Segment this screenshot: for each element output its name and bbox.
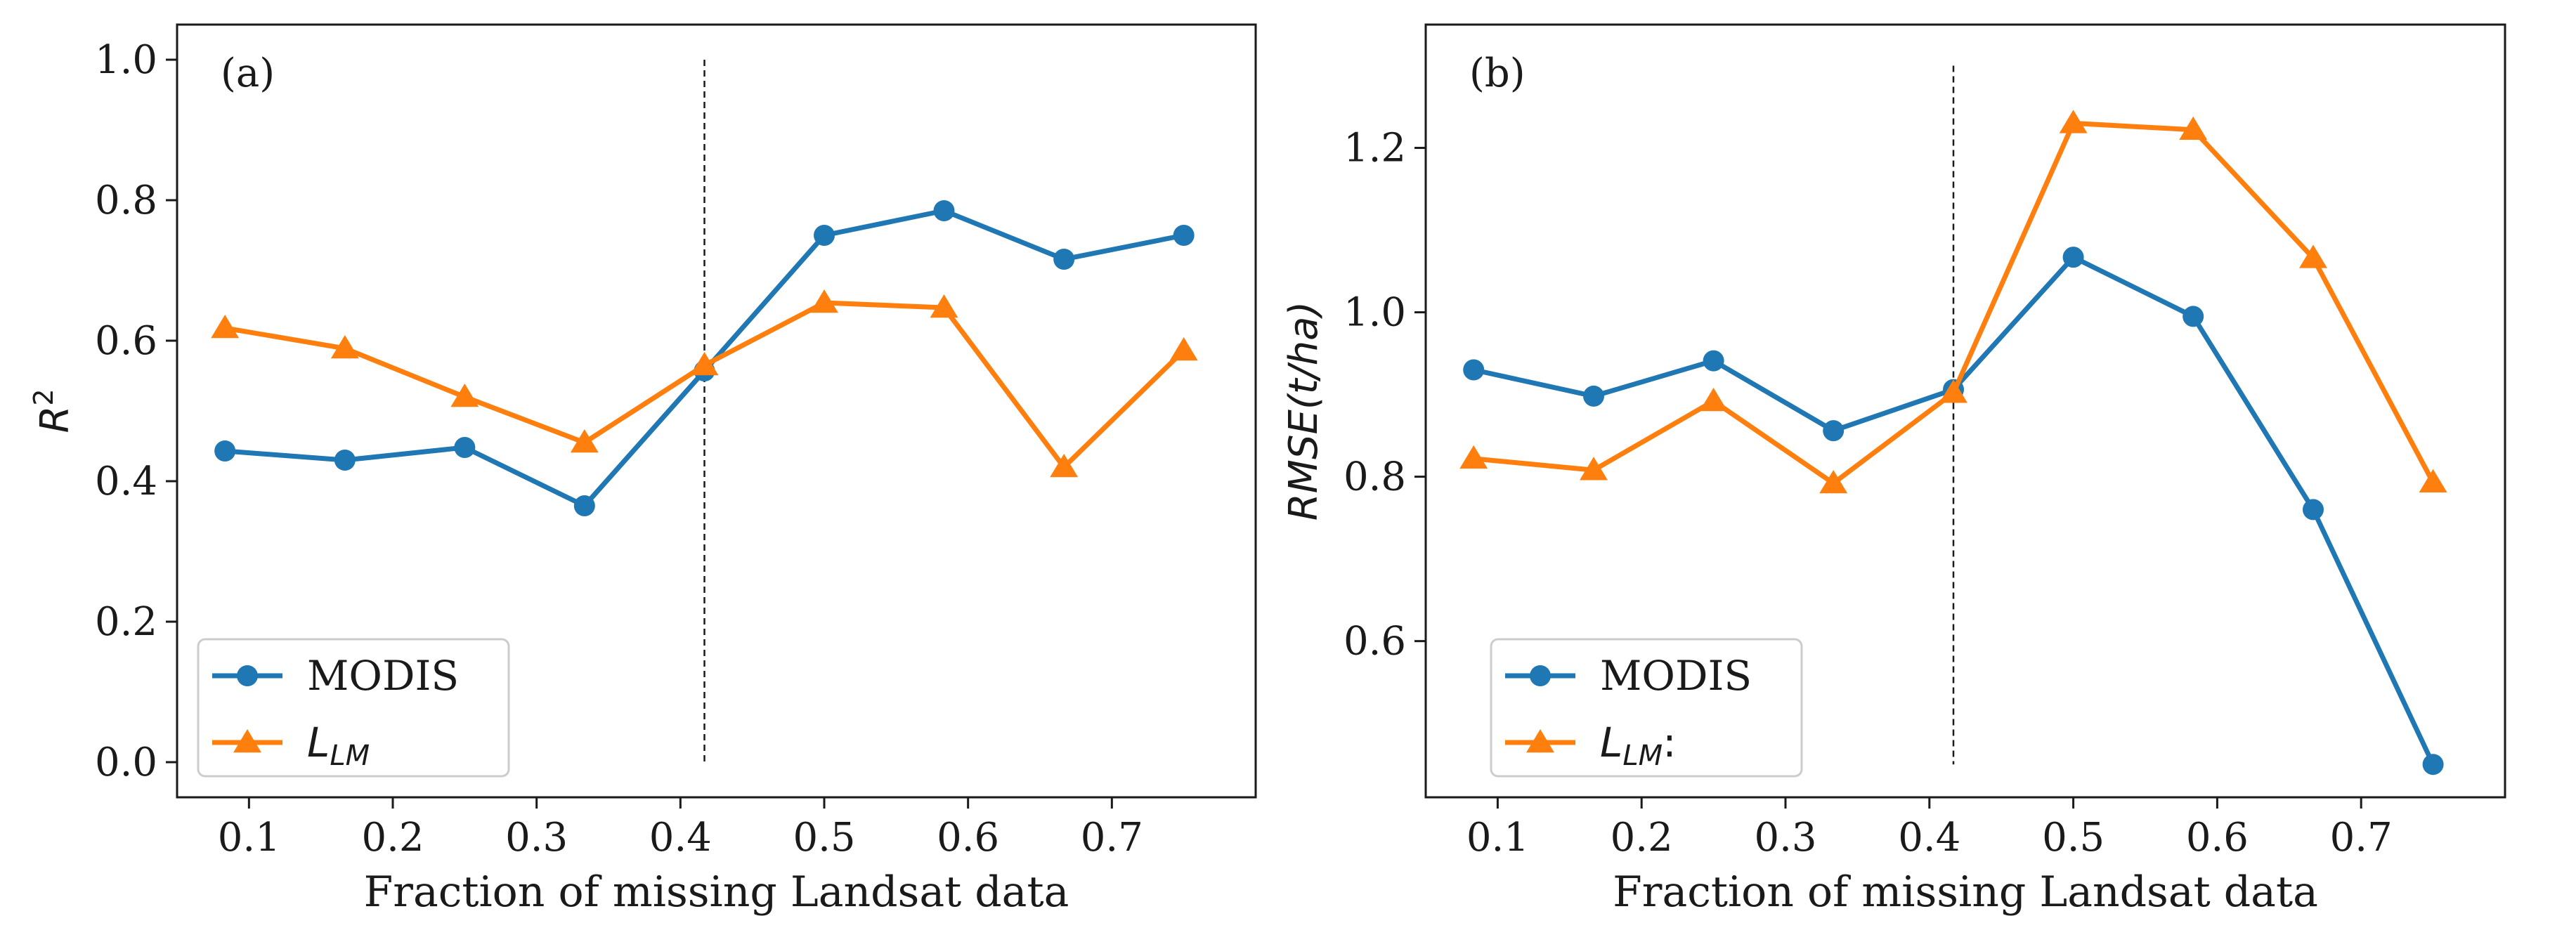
legend-label-main: L <box>307 719 330 766</box>
data-point-l <box>810 289 838 313</box>
x-tick-label: 0.7 <box>2330 815 2393 861</box>
x-tick-label: 0.2 <box>1611 815 1673 861</box>
data-point-modis <box>1583 385 1605 407</box>
data-point-modis <box>1823 420 1845 442</box>
legend-label-subscript: LM <box>1622 740 1663 772</box>
data-point-modis <box>1463 359 1485 381</box>
legend-label-l: LLM <box>307 719 370 772</box>
data-point-modis <box>2062 247 2084 268</box>
data-point-modis <box>814 225 835 246</box>
x-tick-label: 0.6 <box>2186 815 2249 861</box>
legend-label-main: MODIS <box>307 652 459 700</box>
data-point-modis <box>1173 225 1195 246</box>
y-tick-label: 0.6 <box>95 318 157 364</box>
legend-label-modis: MODIS <box>307 652 459 700</box>
legend: MODIS LLM: <box>1490 638 1803 778</box>
legend-marker-modis <box>237 665 258 686</box>
x-tick-label: 0.4 <box>649 815 712 861</box>
x-tick-label: 0.5 <box>2042 815 2105 861</box>
y-tick-label: 1.0 <box>95 37 157 83</box>
y-axis-title-superscript: 2 <box>28 388 59 405</box>
y-axis-title-main: RMSE(t/ha) <box>1281 301 1327 521</box>
x-tick-label: 0.3 <box>1754 815 1816 861</box>
y-tick-label: 1.0 <box>1344 290 1406 336</box>
y-tick-label: 0.8 <box>1344 454 1406 500</box>
plot-frame <box>176 23 1257 799</box>
legend-marker-l <box>1526 729 1554 753</box>
legend-marker-modis <box>1530 665 1551 686</box>
data-point-l <box>1459 445 1488 469</box>
plot-frame <box>1424 23 2506 799</box>
data-point-modis <box>214 440 236 462</box>
panel-label: (b) <box>1469 51 1526 96</box>
data-point-modis <box>2422 754 2444 776</box>
x-tick-label: 0.1 <box>218 815 280 861</box>
y-tick-label: 0.0 <box>95 740 157 785</box>
data-point-modis <box>2303 499 2324 521</box>
y-axis-title: R2 <box>28 388 78 433</box>
legend-marker-l <box>233 729 261 753</box>
data-point-l <box>2299 244 2327 268</box>
legend: MODIS LLM <box>197 638 510 778</box>
legend-label-modis: MODIS <box>1600 652 1752 700</box>
y-tick-label: 0.6 <box>1344 619 1406 665</box>
legend-label-subscript: LM <box>330 740 370 772</box>
x-tick-label: 0.4 <box>1898 815 1960 861</box>
legend-label-l: LLM: <box>1600 719 1677 772</box>
data-point-l <box>211 315 240 339</box>
data-point-l <box>1699 387 1728 412</box>
legend-label-main: L <box>1600 719 1622 766</box>
x-tick-label: 0.5 <box>793 815 855 861</box>
data-point-l <box>1580 457 1608 480</box>
y-tick-label: 0.2 <box>95 599 157 645</box>
x-tick-label: 0.6 <box>937 815 999 861</box>
data-point-l <box>330 335 359 359</box>
data-point-l <box>930 294 958 318</box>
data-point-l <box>2179 116 2208 140</box>
data-point-l <box>2059 110 2088 133</box>
data-point-modis <box>2183 306 2204 327</box>
y-tick-label: 0.4 <box>95 459 157 504</box>
panel-b: 0.1 0.2 0.3 0.4 0.5 0.6 0.7 0.6 0.8 1.0 1.2 (b) Frac… <box>1281 23 2506 917</box>
x-axis-title: Fraction of missing Landsat data <box>364 868 1069 917</box>
y-tick-label: 1.2 <box>1344 126 1406 171</box>
data-point-modis <box>573 495 595 516</box>
data-point-l <box>2419 469 2447 493</box>
legend-label-main: MODIS <box>1600 652 1752 700</box>
x-tick-label: 0.1 <box>1466 815 1529 861</box>
data-point-l <box>690 352 719 376</box>
x-tick-label: 0.7 <box>1081 815 1143 861</box>
data-point-l <box>1939 379 1967 403</box>
data-point-l <box>570 429 599 453</box>
data-point-l <box>1819 469 1848 494</box>
data-point-modis <box>933 200 955 221</box>
y-axis-title-main: R <box>32 406 78 433</box>
legend-label-suffix: : <box>1663 719 1677 766</box>
data-point-l <box>1050 454 1079 478</box>
data-point-modis <box>1053 249 1075 270</box>
panel-label: (a) <box>221 51 275 96</box>
data-point-modis <box>1703 350 1724 372</box>
y-axis-title: RMSE(t/ha) <box>1281 301 1327 521</box>
x-tick-label: 0.3 <box>505 815 568 861</box>
data-point-l <box>450 384 479 407</box>
x-axis-title: Fraction of missing Landsat data <box>1613 868 2318 917</box>
panel-a: 0.1 0.2 0.3 0.4 0.5 0.6 0.7 0.0 0.2 0.4 0.6 0.8 1.0 (… <box>28 23 1257 917</box>
y-tick-label: 0.8 <box>95 178 157 223</box>
data-point-l <box>1169 337 1198 361</box>
data-point-modis <box>454 437 476 458</box>
x-tick-label: 0.2 <box>361 815 424 861</box>
data-point-modis <box>334 450 356 471</box>
